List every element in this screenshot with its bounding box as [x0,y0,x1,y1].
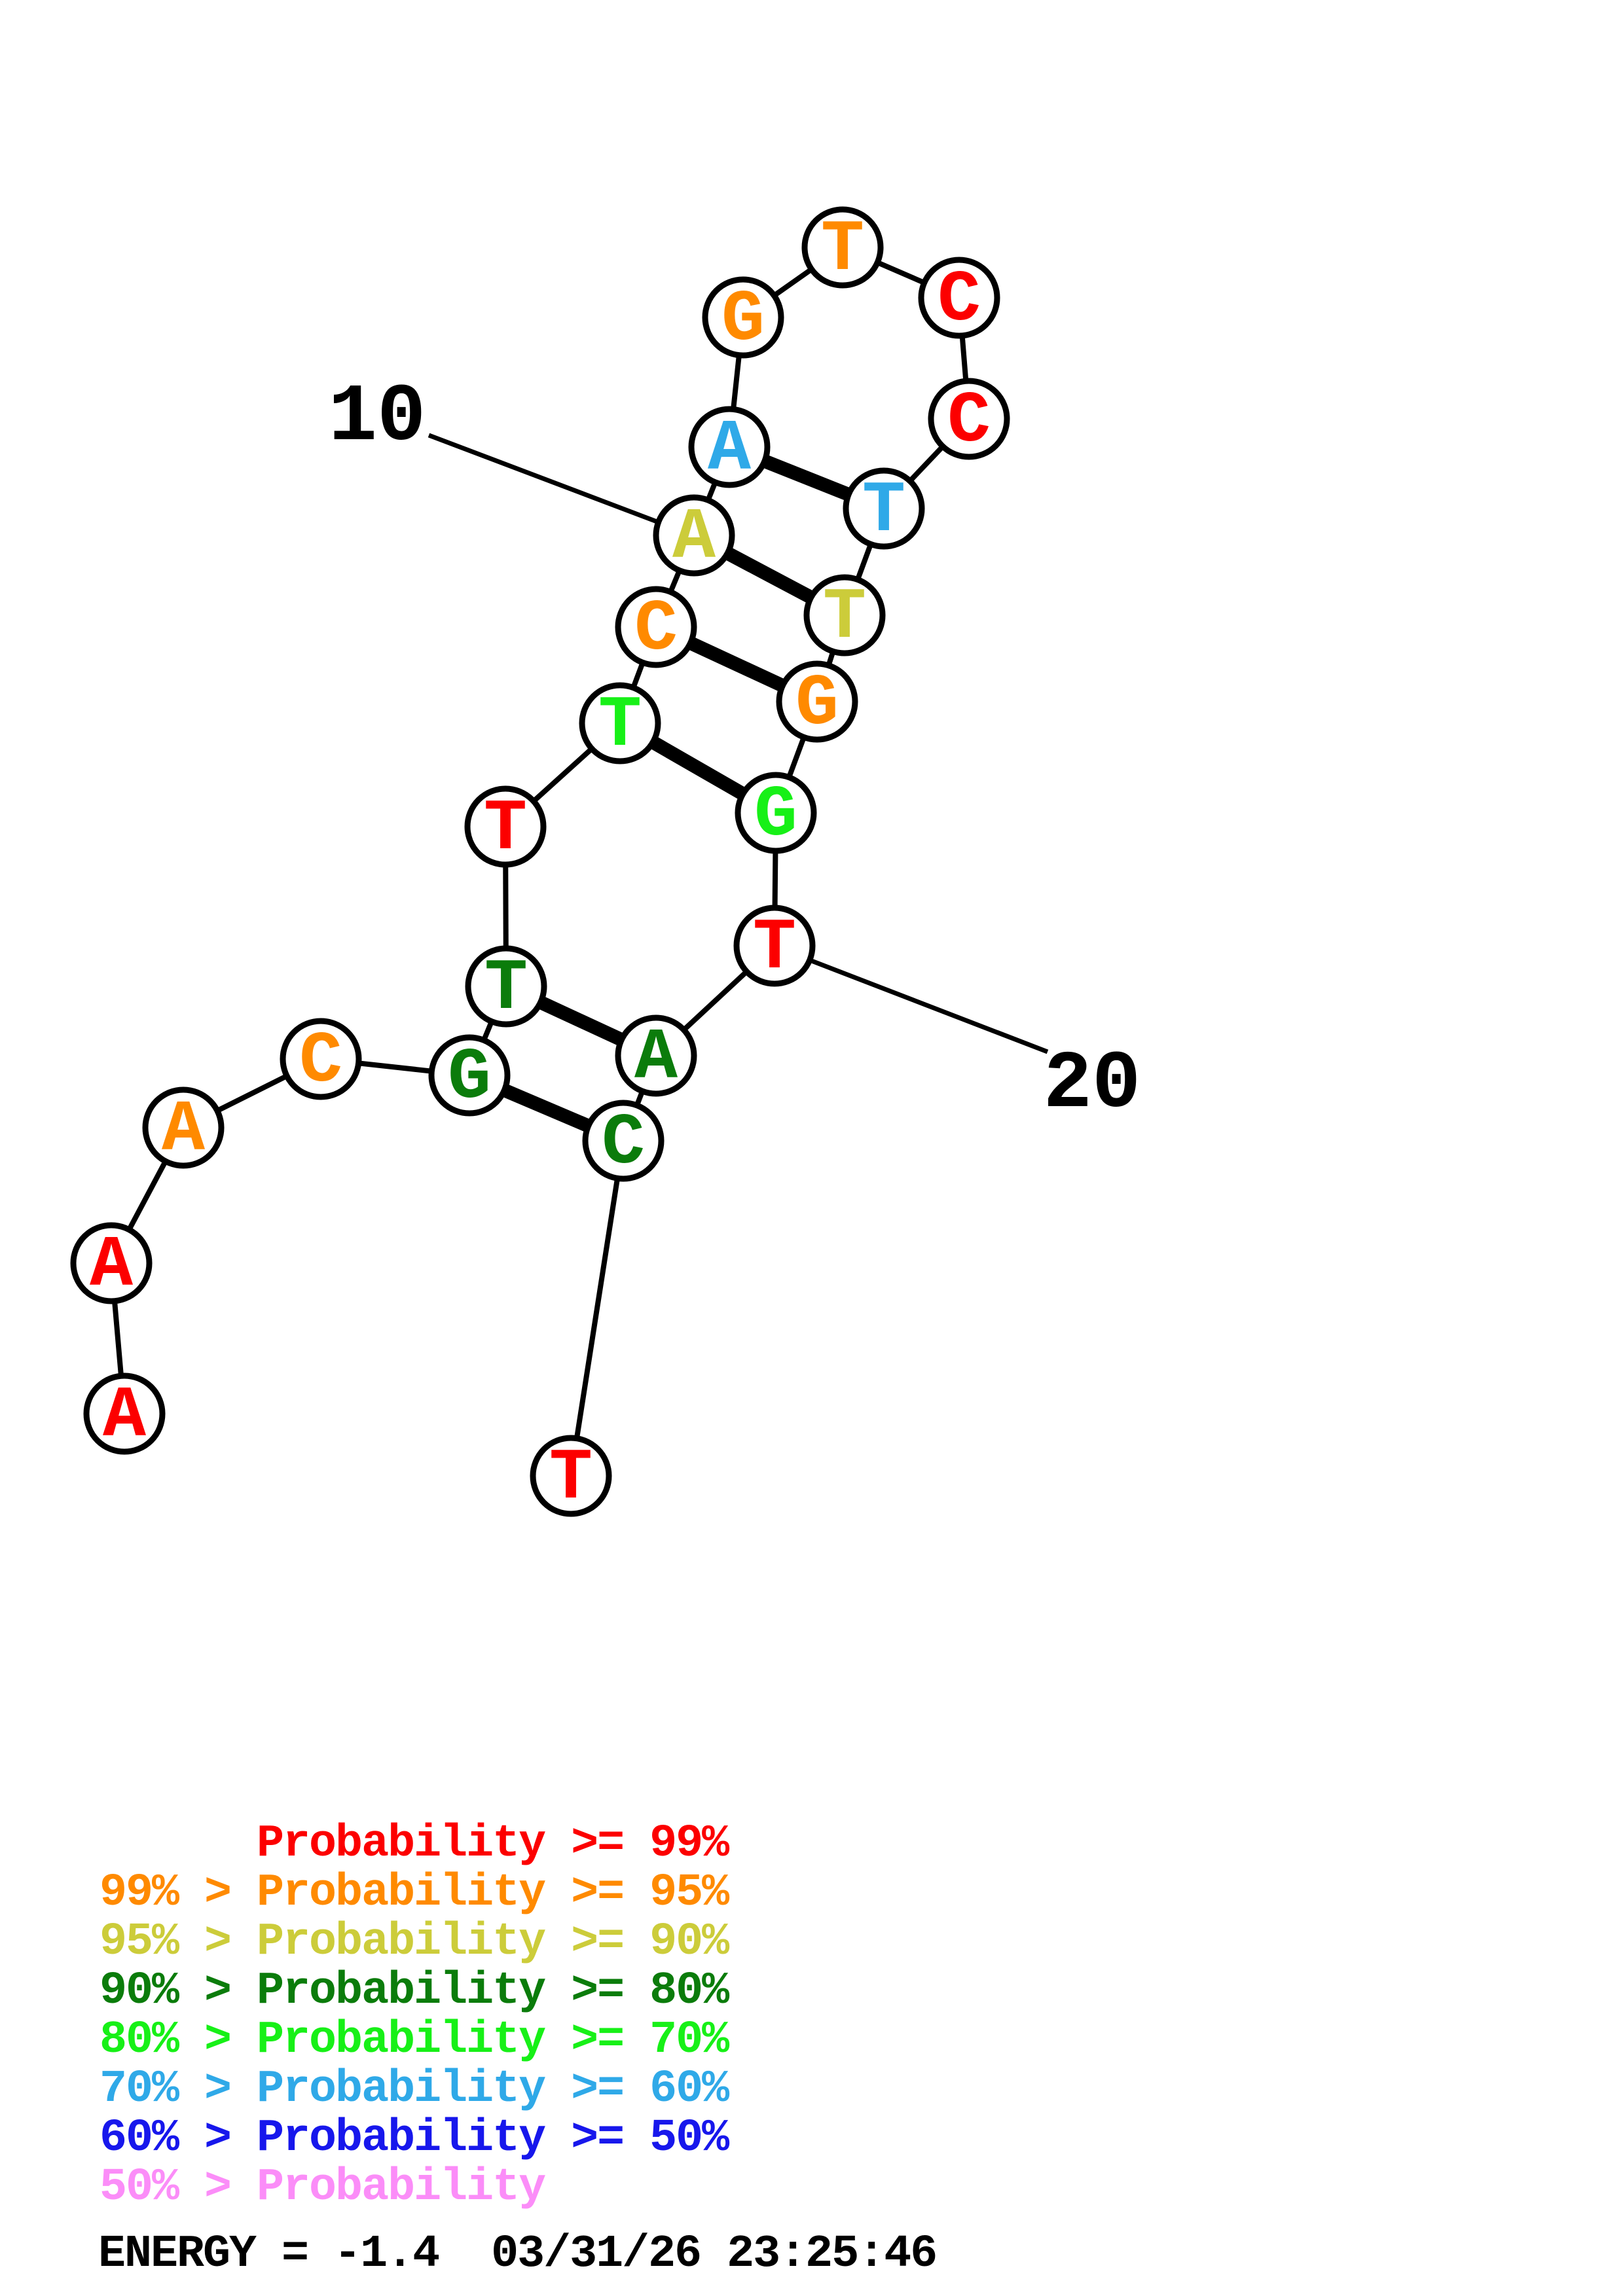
nucleotide-base: A [103,1376,147,1458]
position-labels: 10 20 [329,372,1141,1131]
nucleotide-base: G [721,279,765,361]
nucleotide-circle [615,586,697,668]
legend-row-3: 95% > Probability >= 90% [100,1916,730,1968]
nucleotide-circle [776,660,858,743]
nucleotide-base: T [484,948,528,1030]
nucleotide-base: T [862,471,905,552]
nucleotide-22-C: C [582,1100,665,1185]
nucleotide-base: C [634,589,678,671]
nucleotide-circle [464,785,547,868]
nucleotide-base: T [821,209,864,291]
position-label-10: 10 [329,372,426,464]
nucleotide-circle [688,406,771,488]
nucleotide-base: A [708,409,752,491]
nucleotide-circle [803,574,886,656]
nucleotide-2-A: A [70,1222,153,1307]
legend-row-6: 70% > Probability >= 60% [100,2064,730,2115]
nucleotide-circle [702,276,784,359]
nucleotide-8-T: T [579,682,661,767]
nucleotide-circle [733,905,816,987]
nucleotide-9-C: C [615,586,697,671]
nucleotide-circle [843,467,925,550]
nucleotide-base: G [795,664,839,745]
position-label-20: 20 [1044,1039,1141,1131]
nucleotide-23-T: T [530,1435,612,1520]
nucleotide-circle [735,772,817,854]
nucleotide-circle [428,1034,511,1117]
nucleotide-12-G: G [702,276,784,361]
nucleotide-base: G [754,775,797,857]
nucleotide-6-T: T [465,945,547,1030]
nucleotide-circle [928,378,1010,460]
legend-row-7: 60% > Probability >= 50% [100,2113,730,2164]
nucleotide-20-T: T [733,905,816,990]
legend-row-8: 50% > Probability [100,2162,545,2214]
legend-row-1: Probability >= 99% [100,1818,730,1870]
nucleotide-16-T: T [843,467,925,552]
nucleotide-base: T [549,1438,593,1520]
nucleotide-base: T [598,685,642,767]
nucleotide-base: G [448,1037,491,1119]
nucleotide-14-C: C [918,257,1000,342]
nucleotide-3-A: A [142,1086,225,1172]
nucleotide-base: C [299,1021,342,1103]
nucleotide-10-A: A [653,494,735,579]
nucleotide-circle [615,1014,697,1097]
nucleotide-base: A [634,1018,678,1100]
backbone-bond-22-23 [568,1140,626,1477]
nucleotide-21-A: A [615,1014,697,1100]
legend-row-5: 80% > Probability >= 70% [100,2015,730,2066]
probability-legend: Probability >= 99% 99% > Probability >= … [100,1818,731,2214]
nucleotide-5-G: G [428,1034,511,1119]
nucleotide-circle [530,1435,612,1517]
nucleotide-circle [83,1372,166,1455]
nucleotide-base: T [823,577,866,659]
nucleotide-circle [918,257,1000,339]
nucleotide-17-T: T [803,574,886,659]
nucleotide-4-C: C [280,1018,362,1103]
nucleotide-base: A [162,1090,206,1172]
nucleotide-base: C [602,1103,645,1185]
nucleotide-circle [70,1222,153,1304]
nucleotide-base: A [90,1225,134,1307]
nucleotide-circle [142,1086,225,1169]
nucleotide-13-T: T [801,206,884,291]
nucleotide-18-G: G [776,660,858,745]
nucleotide-base: T [753,908,796,990]
nucleotide-7-T: T [464,785,547,870]
energy-line: ENERGY = -1.4 03/31/26 23:25:46 [98,2229,936,2280]
nucleotide-19-G: G [735,772,817,857]
nucleotide-circle [801,206,884,289]
nucleotide-circle [582,1100,665,1182]
nucleotide-base: A [672,497,716,579]
nucleotide-base: C [938,260,981,342]
legend-row-4: 90% > Probability >= 80% [100,1965,730,2017]
nucleotide-15-C: C [928,378,1010,463]
nucleotide-circle [653,494,735,577]
nucleotide-circle [579,682,661,764]
label-leader-line-20 [809,958,1049,1054]
nucleotide-base: T [484,789,527,870]
legend-row-2: 99% > Probability >= 95% [100,1867,730,1919]
label-leader-line-10 [428,433,660,525]
backbone-bonds [109,245,972,1477]
nucleotide-circle [465,945,547,1028]
nucleotide-11-A: A [688,406,771,491]
nucleotide-base: C [947,381,991,463]
nucleotide-circle [280,1018,362,1100]
nucleotide-1-A: A [83,1372,166,1458]
leader-lines [428,433,1049,1054]
